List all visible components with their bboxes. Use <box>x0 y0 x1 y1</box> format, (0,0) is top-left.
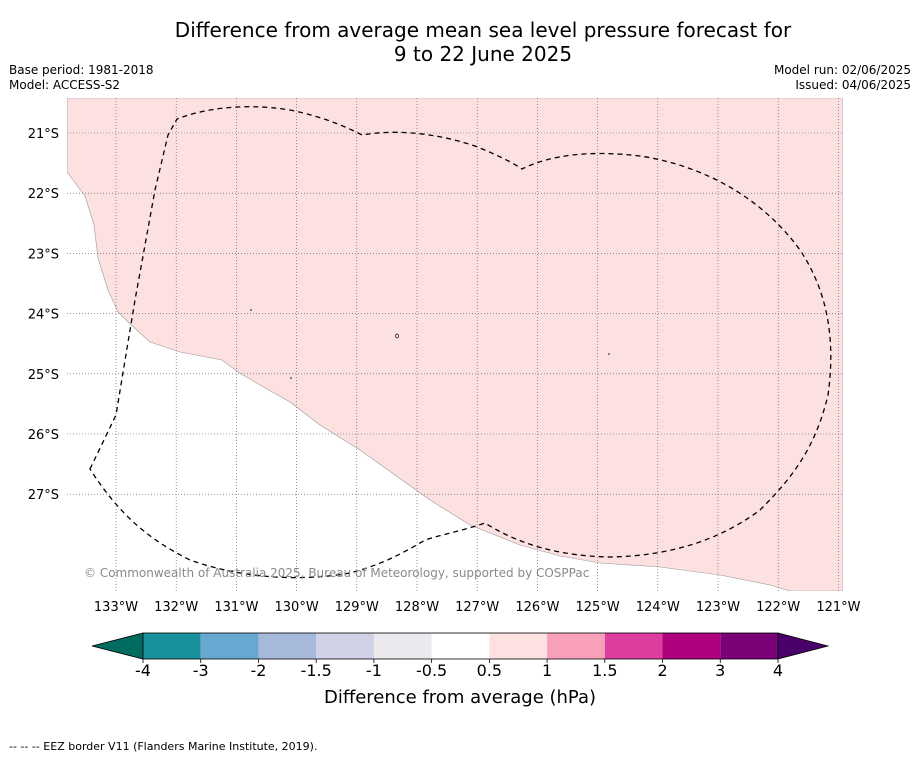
colorbar-tick-label: 1.5 <box>592 661 617 680</box>
longitude-label: 129°W <box>335 600 379 615</box>
colorbar-frame <box>142 632 779 660</box>
colorbar-tick-label: -3 <box>193 661 209 680</box>
colorbar-swatch <box>604 633 663 659</box>
colorbar-swatch <box>373 633 432 659</box>
copyright-notice: © Commonwealth of Australia 2025, Bureau… <box>84 566 589 580</box>
latitude-label: 25°S <box>28 368 59 383</box>
longitude-label: 133°W <box>94 600 138 615</box>
colorbar-swatch <box>258 633 317 659</box>
latitude-label: 24°S <box>28 308 59 323</box>
colorbar-extend-low <box>91 632 144 660</box>
colorbar-tick-label: -1.5 <box>301 661 332 680</box>
island-marker <box>395 333 399 339</box>
eez-border <box>89 106 832 579</box>
colorbar-tick-label: -0.5 <box>416 661 447 680</box>
colorbar-tick-label: 2 <box>657 661 667 680</box>
colorbar-tick-label: 4 <box>773 661 783 680</box>
island-marker <box>250 309 252 311</box>
island-marker <box>608 353 610 355</box>
longitude-label: 131°W <box>214 600 258 615</box>
island-marker <box>290 377 292 379</box>
metadata-right: Model run: 02/06/2025 Issued: 04/06/2025 <box>774 63 911 93</box>
latitude-labels: 21°S 22°S 23°S 24°S 25°S 26°S 27°S <box>28 127 59 503</box>
colorbar-swatch <box>662 633 721 659</box>
colorbar-swatch <box>200 633 259 659</box>
model-run: Model run: 02/06/2025 <box>773 63 911 77</box>
longitude-label: 121°W <box>816 600 860 615</box>
map-title: Difference from average mean sea level p… <box>0 18 919 66</box>
issued-date: Issued: 04/06/2025 <box>795 78 911 92</box>
colorbar-tick-label: -2 <box>250 661 266 680</box>
graticule <box>67 98 843 591</box>
colorbar-tick-label: -1 <box>366 661 382 680</box>
colorbar-tick-label: 1 <box>542 661 552 680</box>
longitude-labels: 133°W 132°W 131°W 130°W 129°W 128°W 127°W 126°W… <box>94 600 861 615</box>
model-name: Model: ACCESS-S2 <box>9 78 121 92</box>
latitude-label: 27°S <box>28 488 59 503</box>
base-period: Base period: 1981-2018 <box>9 63 154 77</box>
longitude-label: 125°W <box>576 600 620 615</box>
eez-footnote: -- -- -- EEZ border V11 (Flanders Marine… <box>9 740 318 753</box>
colorbar-tick-label: 0.5 <box>477 661 502 680</box>
colorbar-label: Difference from average (hPa) <box>324 687 596 708</box>
longitude-label: 122°W <box>756 600 800 615</box>
longitude-label: 130°W <box>275 600 319 615</box>
colorbar-swatch <box>316 633 374 659</box>
positive-anomaly-region <box>67 98 843 591</box>
longitude-label: 132°W <box>154 600 198 615</box>
colorbar-swatch <box>489 633 548 659</box>
colorbar-tick-label: 3 <box>715 661 725 680</box>
colorbar: -4 -3 -2 -1.5 -1 -0.5 0.5 1 1.5 2 3 4 <box>91 632 830 680</box>
longitude-label: 126°W <box>515 600 559 615</box>
colorbar-swatch <box>720 633 778 659</box>
colorbar-extend-high <box>777 632 830 660</box>
latitude-label: 26°S <box>28 428 59 443</box>
colorbar-swatch <box>431 633 490 659</box>
colorbar-swatch <box>143 633 201 659</box>
longitude-label: 123°W <box>696 600 740 615</box>
colorbar-tick-label: -4 <box>135 661 151 680</box>
latitude-label: 22°S <box>28 187 59 202</box>
longitude-label: 124°W <box>636 600 680 615</box>
latitude-label: 23°S <box>28 247 59 262</box>
colorbar-swatch <box>547 633 605 659</box>
longitude-label: 128°W <box>395 600 439 615</box>
title-line-1: Difference from average mean sea level p… <box>174 18 792 42</box>
longitude-label: 127°W <box>455 600 499 615</box>
metadata-left: Base period: 1981-2018 Model: ACCESS-S2 <box>9 63 154 93</box>
latitude-label: 21°S <box>28 127 59 142</box>
title-line-2: 9 to 22 June 2025 <box>393 42 573 66</box>
